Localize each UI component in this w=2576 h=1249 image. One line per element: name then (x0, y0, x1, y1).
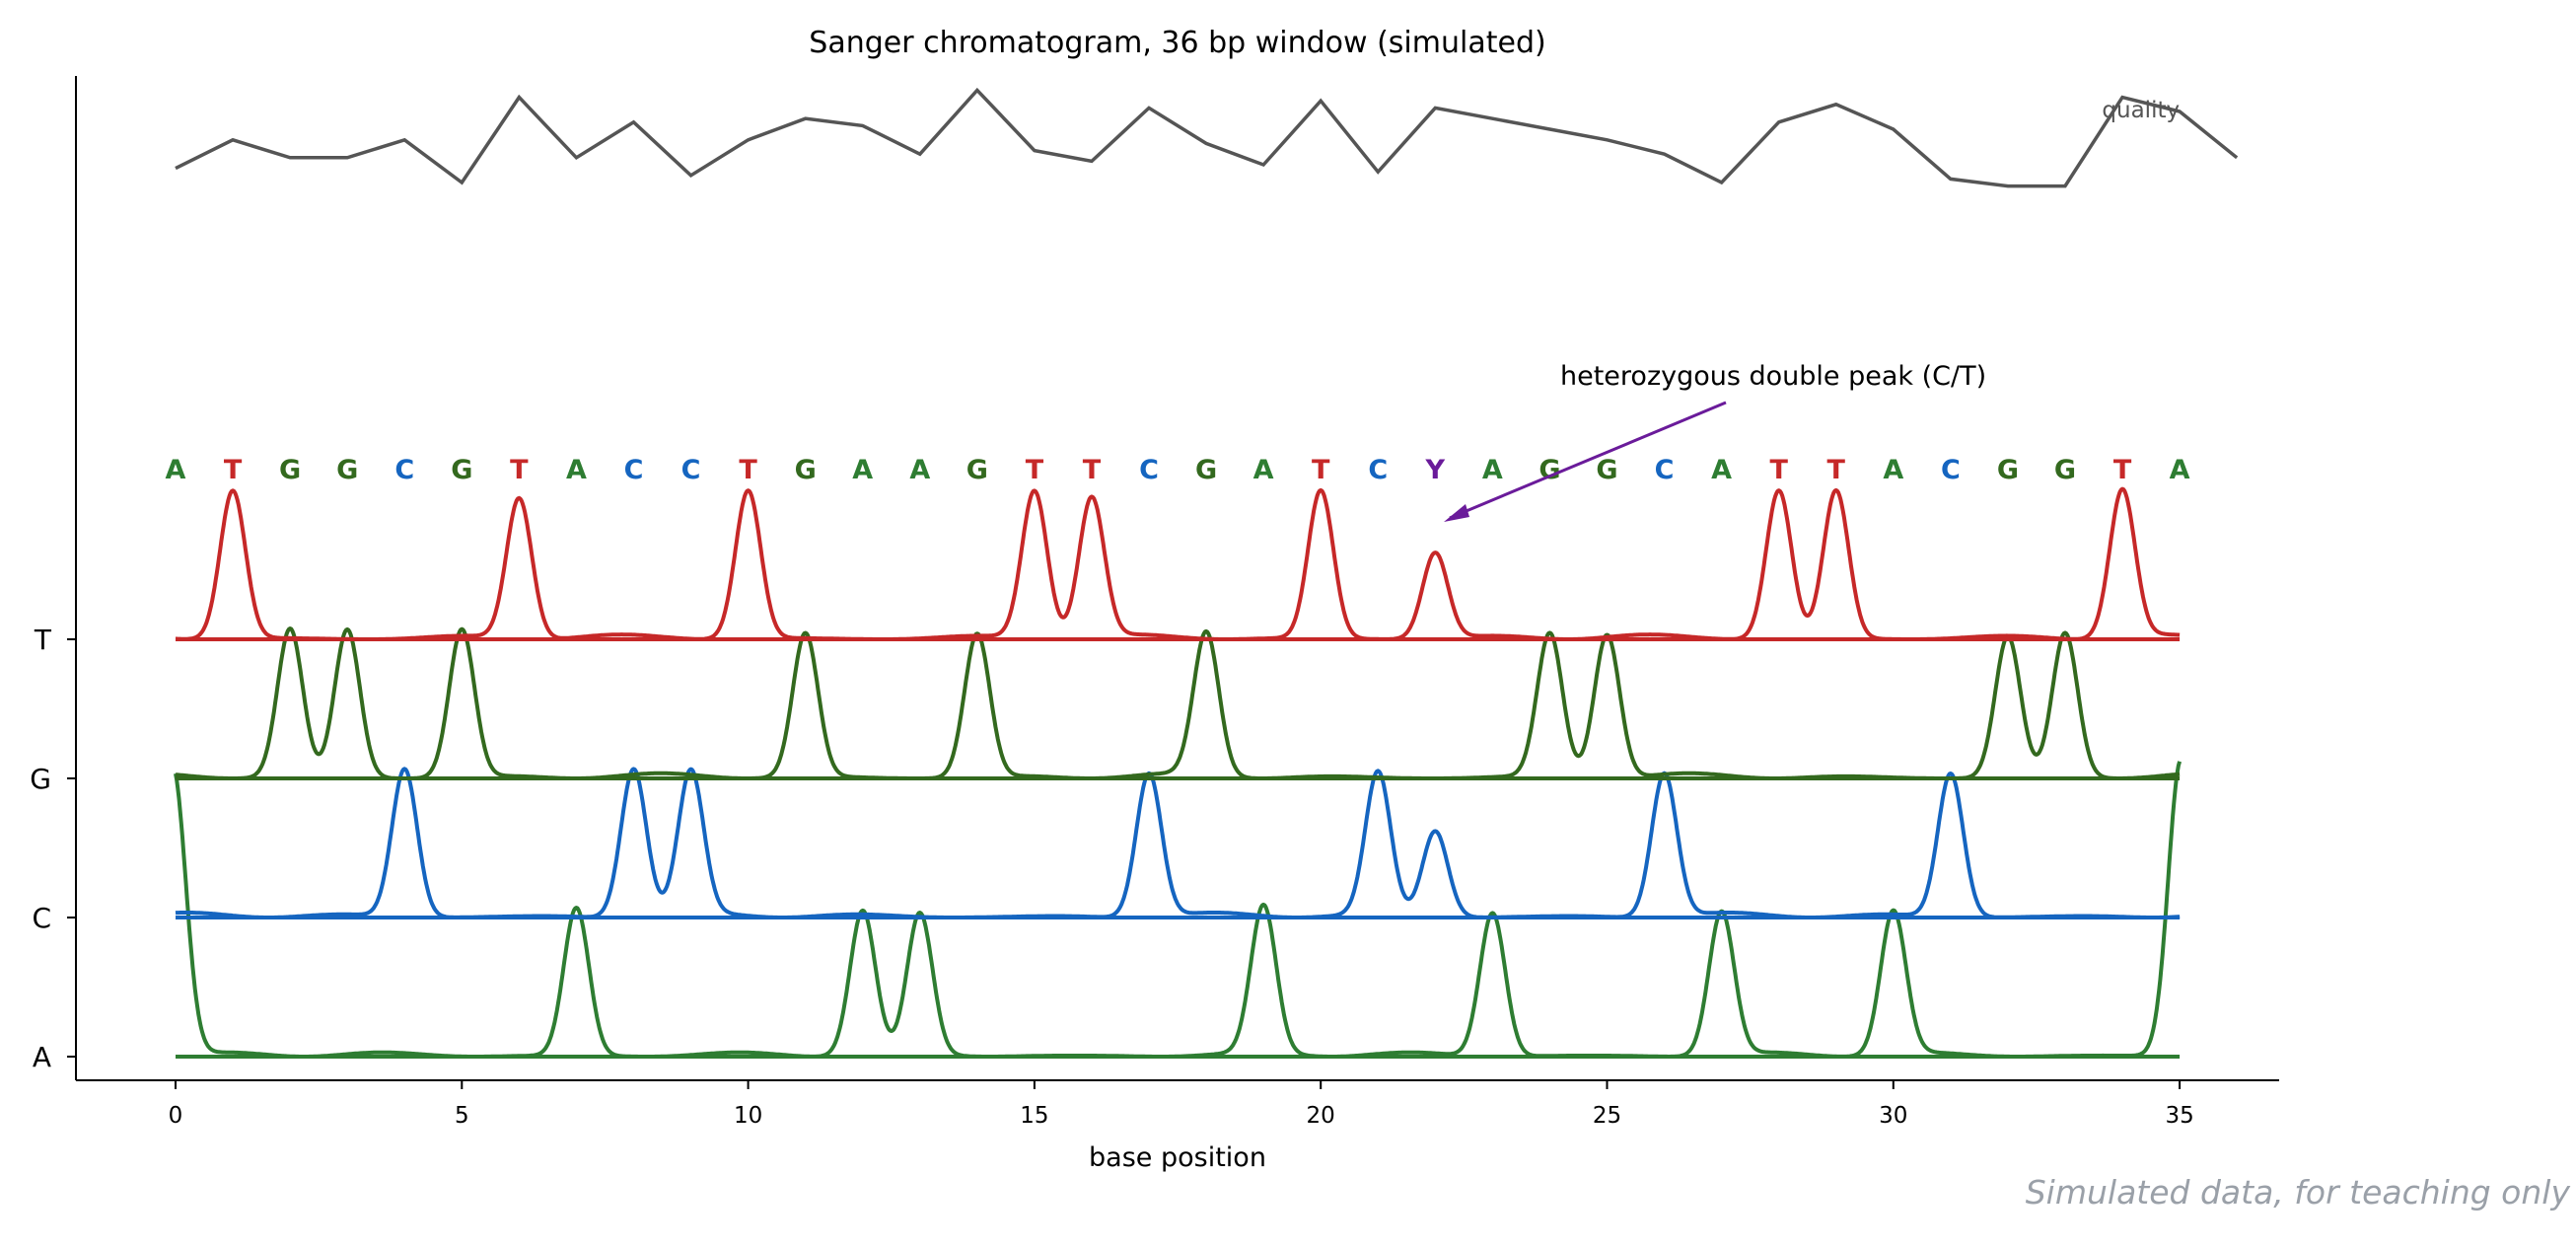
base-call-28: T (1769, 455, 1788, 485)
base-call-35: A (2170, 455, 2190, 485)
x-tick-label: 35 (2165, 1103, 2193, 1129)
base-call-9: C (681, 455, 701, 485)
quality-label: quality (2102, 98, 2180, 123)
base-call-19: A (1253, 455, 1274, 485)
base-call-20: T (1312, 455, 1330, 485)
x-tick-label: 25 (1593, 1103, 1621, 1129)
base-call-13: A (909, 455, 930, 485)
base-call-22: Y (1425, 455, 1446, 485)
y-tick-label-A: A (33, 1041, 51, 1073)
y-tick-label-T: T (34, 624, 52, 656)
annotation: heterozygous double peak (C/T) (1444, 361, 1986, 522)
base-call-21: C (1368, 455, 1388, 485)
trace-C (175, 767, 2181, 919)
y-ticks: A C G T (30, 624, 76, 1073)
quality-line (175, 87, 2239, 188)
base-call-34: T (2113, 455, 2132, 485)
base-call-11: G (795, 455, 817, 485)
chart-title: Sanger chromatogram, 36 bp window (simul… (809, 26, 1545, 60)
quality-trace: quality (175, 87, 2239, 188)
x-tick-label: 30 (1879, 1103, 1907, 1129)
base-call-6: T (510, 455, 529, 485)
base-call-23: A (1482, 455, 1503, 485)
y-tick-label-G: G (30, 763, 51, 795)
x-tick-label: 20 (1307, 1103, 1335, 1129)
base-call-8: C (624, 455, 644, 485)
base-call-0: A (166, 455, 186, 485)
annotation-text: heterozygous double peak (C/T) (1560, 361, 1986, 392)
base-call-7: A (566, 455, 587, 485)
base-call-30: A (1883, 455, 1903, 485)
base-call-25: G (1596, 455, 1617, 485)
base-call-1: T (224, 455, 243, 485)
base-call-4: C (394, 455, 414, 485)
base-call-31: C (1941, 455, 1961, 485)
x-tick-label: 0 (169, 1103, 183, 1129)
x-tick-label: 15 (1020, 1103, 1048, 1129)
base-call-2: G (279, 455, 301, 485)
trace-T (175, 486, 2181, 641)
trace-A (174, 761, 2182, 1059)
annotation-arrow (1449, 401, 1727, 520)
axes (75, 76, 2279, 1081)
x-axis-title: base position (1089, 1142, 1266, 1173)
base-call-14: G (966, 455, 988, 485)
base-call-18: G (1195, 455, 1217, 485)
watermark-text: Simulated data, for teaching only (2025, 1173, 2570, 1212)
y-tick-label-C: C (32, 902, 51, 934)
base-call-26: C (1655, 455, 1675, 485)
base-call-15: T (1026, 455, 1044, 485)
base-call-3: G (336, 455, 358, 485)
base-call-16: T (1083, 455, 1102, 485)
base-call-29: T (1827, 455, 1846, 485)
trace-G (175, 626, 2181, 780)
base-call-27: A (1711, 455, 1732, 485)
base-call-32: G (1997, 455, 2019, 485)
base-call-10: T (739, 455, 757, 485)
base-call-17: C (1139, 455, 1159, 485)
x-tick-label: 10 (734, 1103, 762, 1129)
base-call-33: G (2054, 455, 2076, 485)
base-call-12: A (852, 455, 873, 485)
x-tick-label: 5 (455, 1103, 469, 1129)
annotation-arrowhead (1444, 504, 1469, 522)
base-call-5: G (451, 455, 472, 485)
chromatogram-traces (174, 486, 2182, 1059)
x-ticks: 0 5 10 15 20 25 30 35 (169, 1080, 2194, 1129)
